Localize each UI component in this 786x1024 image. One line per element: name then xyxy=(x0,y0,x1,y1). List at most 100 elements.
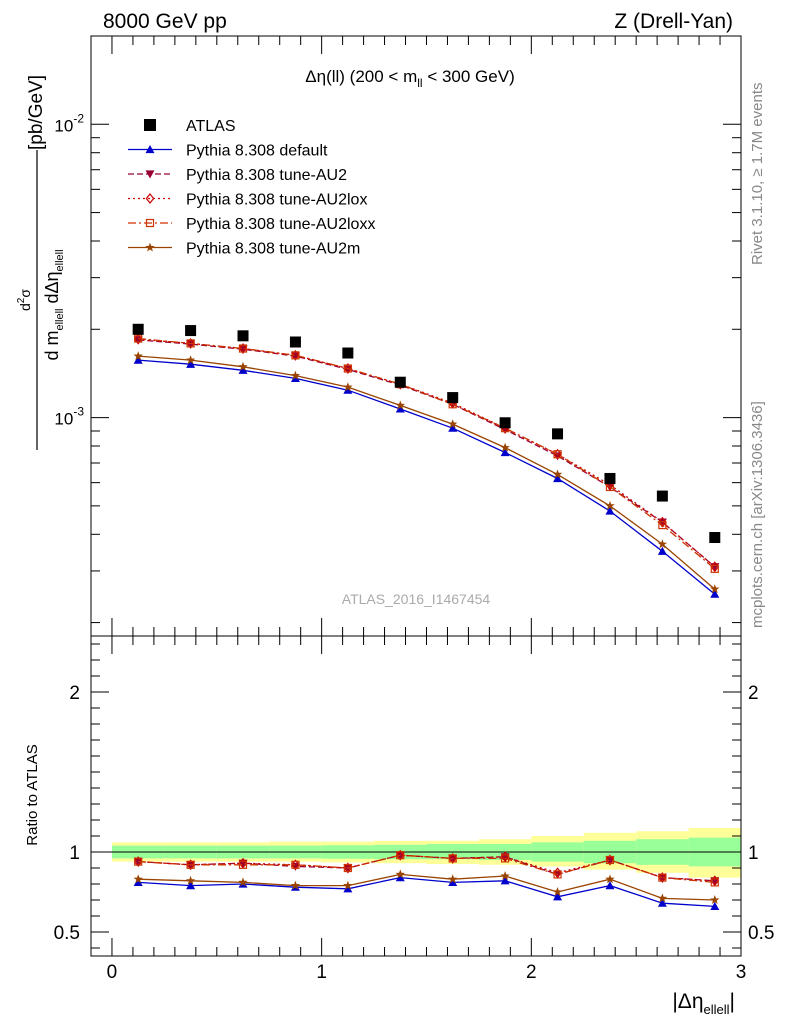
data-point xyxy=(656,490,668,502)
watermark: ATLAS_2016_I1467454 xyxy=(342,591,491,607)
legend-label: Pythia 8.308 default xyxy=(186,143,328,160)
legend-entry: Pythia 8.308 default xyxy=(128,143,328,160)
data-point xyxy=(145,218,155,228)
data-point xyxy=(448,419,458,429)
data-point xyxy=(710,901,720,910)
data-point xyxy=(395,400,405,410)
data-point xyxy=(186,881,196,890)
data-point xyxy=(290,370,301,380)
data-point xyxy=(237,330,249,342)
ratio-frame xyxy=(90,635,742,957)
mcplots-label: mcplots.cern.ch [arXiv:1306.3436] xyxy=(749,401,766,628)
data-point xyxy=(238,860,248,869)
data-point xyxy=(709,532,721,544)
data-point xyxy=(132,323,144,335)
data-point xyxy=(710,584,720,594)
ratio-y-tick-label-right: 1 xyxy=(748,843,759,864)
data-point xyxy=(657,898,667,907)
main-panel: 10-3 10-2 Δη(ll) (200 < mll < 300 GeV) AT… xyxy=(16,35,742,637)
data-point xyxy=(552,887,563,896)
series-pythia-8-308-tune-au2loxx xyxy=(134,851,719,887)
data-point xyxy=(144,119,156,131)
data-point xyxy=(238,343,248,354)
legend-label: Pythia 8.308 tune-AU2 xyxy=(186,167,347,184)
ratio-y-tick-label: 2 xyxy=(69,683,80,704)
data-point xyxy=(185,325,197,337)
data-point xyxy=(605,500,615,510)
legend-entry: Pythia 8.308 tune-AU2loxx xyxy=(128,216,375,233)
data-point xyxy=(658,873,667,882)
data-point xyxy=(395,873,405,882)
data-point xyxy=(553,473,563,483)
data-point xyxy=(395,404,405,413)
data-point xyxy=(500,448,510,457)
legend-label: ATLAS xyxy=(186,118,236,135)
data-point xyxy=(342,347,354,359)
data-point xyxy=(291,351,300,360)
series-line xyxy=(138,359,716,595)
process-label: Z (Drell-Yan) xyxy=(614,10,733,33)
data-point xyxy=(133,856,143,868)
data-point xyxy=(134,857,143,866)
data-point xyxy=(448,423,458,432)
data-point xyxy=(396,851,405,860)
series-pythia-8-308-default xyxy=(133,873,720,910)
data-point xyxy=(133,333,143,345)
series-line xyxy=(138,338,716,568)
ratio-uncertainty-bands xyxy=(111,828,741,878)
series-line xyxy=(138,876,715,908)
data-point xyxy=(710,589,720,598)
data-point xyxy=(290,373,300,383)
data-point xyxy=(657,546,667,555)
data-point xyxy=(133,877,143,886)
data-point xyxy=(145,145,155,154)
data-point xyxy=(185,875,196,885)
data-point xyxy=(710,564,719,573)
data-point xyxy=(145,242,155,252)
svg-text:d mellell dΔηellell: d mellell dΔηellell xyxy=(42,249,66,360)
data-point xyxy=(658,520,667,530)
data-point xyxy=(343,880,353,890)
series-line xyxy=(138,854,715,884)
energy-label: 8000 GeV pp xyxy=(103,10,227,33)
y-tick-label: 10-2 xyxy=(54,111,84,135)
x-tick-label: 2 xyxy=(526,962,537,983)
data-point xyxy=(448,877,458,886)
data-point xyxy=(553,450,562,459)
data-point xyxy=(500,442,510,452)
ratio-y-tick-label-right: 2 xyxy=(748,683,759,704)
series-line xyxy=(138,355,716,590)
svg-text:d2σ: d2σ xyxy=(16,289,33,311)
data-point xyxy=(395,849,405,861)
data-point xyxy=(343,863,352,873)
data-point xyxy=(553,870,562,879)
data-point xyxy=(186,860,195,869)
data-point xyxy=(604,472,616,484)
legend-entry: Pythia 8.308 tune-AU2lox xyxy=(128,192,367,209)
rivet-label: Rivet 3.1.10, ≥ 1.7M events xyxy=(749,83,766,266)
data-point xyxy=(238,365,248,374)
series-line xyxy=(138,337,716,570)
ratio-y-tick-label: 1 xyxy=(69,843,80,864)
ratio-y-tick-label: 0.5 xyxy=(54,923,80,944)
legend-label: Pythia 8.308 tune-AU2loxx xyxy=(186,216,375,233)
data-point xyxy=(343,363,353,374)
series-line xyxy=(138,873,715,901)
data-point xyxy=(448,852,458,864)
data-point xyxy=(186,859,195,871)
data-point xyxy=(552,469,563,479)
y-tick-label: 10-3 xyxy=(54,405,84,429)
data-point xyxy=(500,876,510,885)
data-point xyxy=(186,339,195,348)
x-tick-label: 1 xyxy=(316,962,327,983)
legend-label: Pythia 8.308 tune-AU2m xyxy=(186,241,360,258)
legend-entry: Pythia 8.308 tune-AU2m xyxy=(128,241,360,258)
data-point xyxy=(657,893,668,903)
ratio-axis-ticks: 0.5 0.5 1 1 2 2 0 1 2 3 xyxy=(54,636,774,983)
data-point xyxy=(134,334,143,343)
data-point xyxy=(291,860,300,869)
legend: ATLAS Pythia 8.308 default Pythia 8.308 tu… xyxy=(128,118,375,258)
data-point xyxy=(501,854,510,863)
data-point xyxy=(291,859,300,871)
